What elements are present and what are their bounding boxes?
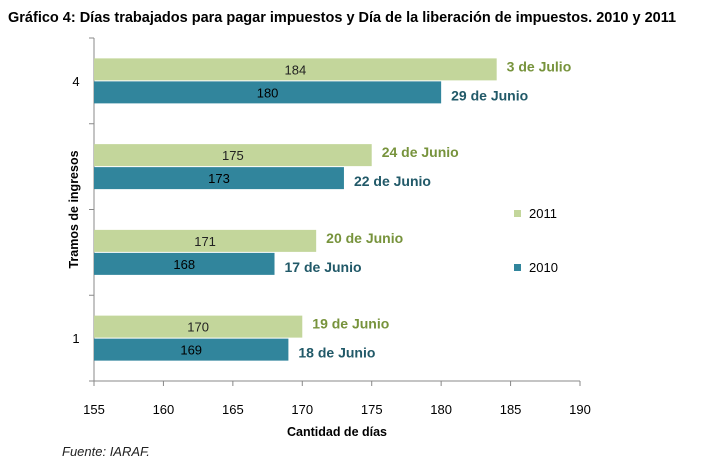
data-label-2010: 168 <box>173 257 195 272</box>
annotation-2011: 3 de Julio <box>507 58 572 74</box>
bar-2011 <box>94 229 317 252</box>
y-tick-label: 1 <box>72 331 79 346</box>
annotation-2011: 24 de Junio <box>382 144 459 160</box>
y-axis-title: Tramos de ingresos <box>67 150 81 268</box>
legend-swatch-2011 <box>514 209 521 217</box>
annotation-2011: 20 de Junio <box>326 230 403 246</box>
x-tick-label: 155 <box>83 402 105 417</box>
y-tick-label: 4 <box>72 74 79 89</box>
x-tick-label: 160 <box>153 402 175 417</box>
bar-2011 <box>94 144 372 167</box>
legend-item-2011: 2011 <box>514 204 558 222</box>
x-tick-label: 165 <box>222 402 244 417</box>
annotation-2010: 29 de Junio <box>451 87 528 103</box>
annotation-2011: 19 de Junio <box>312 316 389 332</box>
bar-2010 <box>94 81 442 104</box>
x-tick-label: 170 <box>291 402 313 417</box>
chart-title: Gráfico 4: Días trabajados para pagar im… <box>8 10 677 26</box>
bar-2010 <box>94 338 289 361</box>
x-tick-label: 180 <box>430 402 452 417</box>
x-tick-label: 175 <box>361 402 383 417</box>
data-label-2011: 175 <box>222 148 244 163</box>
data-label-2010: 169 <box>180 343 202 358</box>
bar-2010 <box>94 252 275 275</box>
data-label-2011: 170 <box>187 320 209 335</box>
legend-item-2010: 2010 <box>514 258 558 276</box>
annotation-2010: 18 de Junio <box>298 345 375 361</box>
annotation-2010: 22 de Junio <box>354 173 431 189</box>
legend-swatch-2010 <box>514 263 521 271</box>
x-tick-label: 185 <box>500 402 522 417</box>
source-note: Fuente: IARAF. <box>62 444 150 459</box>
legend-label-2010: 2010 <box>529 259 558 275</box>
legend-label-2011: 2011 <box>529 205 557 221</box>
annotation-2010: 17 de Junio <box>285 259 362 275</box>
legend: 2011 2010 <box>514 204 558 312</box>
data-label-2010: 180 <box>257 85 279 100</box>
data-label-2010: 173 <box>208 171 230 186</box>
data-label-2011: 184 <box>284 62 306 77</box>
x-axis-title: Cantidad de días <box>287 425 387 439</box>
x-tick-label: 190 <box>569 402 591 417</box>
data-label-2011: 171 <box>194 234 216 249</box>
bar-2011 <box>94 315 303 338</box>
bar-2011 <box>94 58 497 81</box>
bar-2010 <box>94 167 344 190</box>
